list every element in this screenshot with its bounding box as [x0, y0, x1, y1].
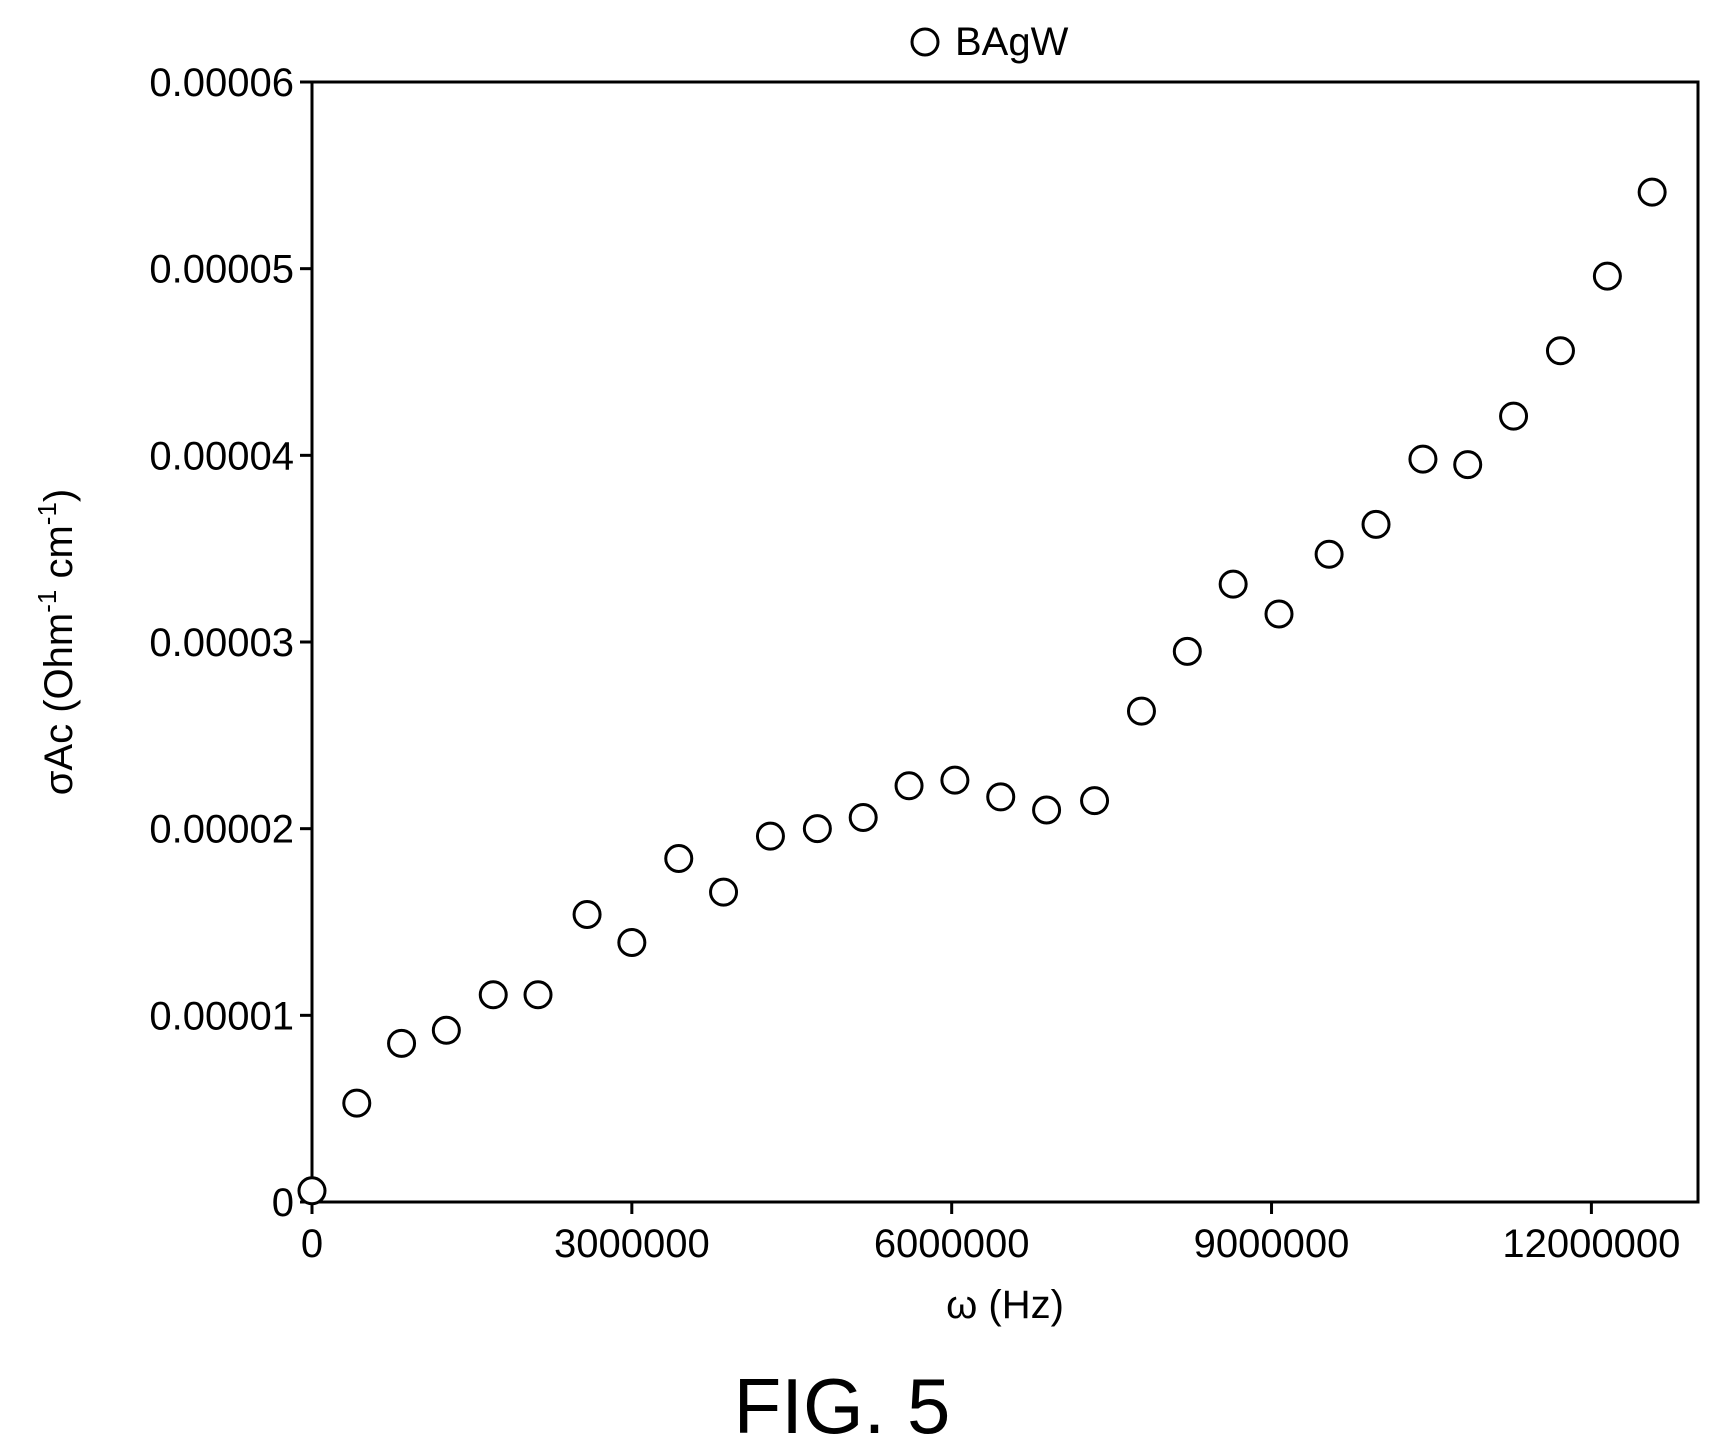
data-point	[1032, 795, 1062, 825]
data-point	[1361, 509, 1391, 539]
y-tick-label: 0.00001	[149, 994, 294, 1038]
y-axis-title: σAc (Ohm-1 cm-1)	[32, 489, 81, 796]
data-point	[709, 877, 739, 907]
data-point	[755, 821, 785, 851]
data-point	[387, 1028, 417, 1058]
y-axis-title-mid: cm	[37, 525, 81, 589]
y-axis-ticks: 0 0.00001 0.00002 0.00003 0.00004 0.00005 0.00…	[149, 61, 312, 1225]
data-point	[986, 782, 1016, 812]
data-point	[431, 1015, 461, 1045]
y-axis-title-end: )	[37, 489, 81, 502]
x-tick-label: 9000000	[1194, 1222, 1350, 1266]
data-point	[802, 814, 832, 844]
data-point	[894, 771, 924, 801]
legend-label: BAgW	[955, 20, 1069, 64]
x-tick-label: 0	[301, 1222, 323, 1266]
data-point	[572, 900, 602, 930]
y-tick-label: 0	[272, 1181, 294, 1225]
x-tick-label: 12000000	[1502, 1222, 1680, 1266]
data-points	[297, 177, 1667, 1206]
data-point	[1264, 599, 1294, 629]
data-point	[1408, 444, 1438, 474]
figure-caption: FIG. 5	[734, 1362, 951, 1445]
data-point	[1314, 539, 1344, 569]
data-point	[1499, 401, 1529, 431]
data-point	[617, 928, 647, 958]
data-point	[664, 844, 694, 874]
data-point	[1453, 450, 1483, 480]
data-point	[478, 980, 508, 1010]
data-point	[1592, 261, 1622, 291]
data-point	[940, 765, 970, 795]
data-point	[523, 980, 553, 1010]
data-point	[1126, 696, 1156, 726]
plot-frame	[310, 80, 1700, 1204]
legend: BAgW	[910, 20, 1069, 64]
x-axis-ticks: 0 3000000 6000000 9000000 12000000	[301, 1202, 1680, 1266]
y-tick-label: 0.00003	[149, 621, 294, 665]
data-point	[1080, 786, 1110, 816]
y-tick-label: 0.00005	[149, 248, 294, 292]
y-axis-title-main: σAc (Ohm	[37, 613, 81, 795]
y-tick-label: 0.00004	[149, 434, 294, 478]
y-tick-label: 0.00002	[149, 808, 294, 852]
data-point	[848, 802, 878, 832]
legend-marker-circle	[910, 27, 940, 57]
x-tick-label: 6000000	[874, 1222, 1030, 1266]
y-axis-title-sup1: -1	[32, 590, 62, 613]
data-point	[1172, 636, 1202, 666]
data-point	[1545, 336, 1575, 366]
data-point	[342, 1088, 372, 1118]
data-point	[1637, 177, 1667, 207]
x-axis-title: ω (Hz)	[946, 1283, 1064, 1327]
data-point	[1218, 569, 1248, 599]
y-tick-label: 0.00006	[149, 61, 294, 105]
y-axis-title-sup2: -1	[32, 502, 62, 525]
data-point	[297, 1176, 327, 1206]
x-tick-label: 3000000	[554, 1222, 710, 1266]
